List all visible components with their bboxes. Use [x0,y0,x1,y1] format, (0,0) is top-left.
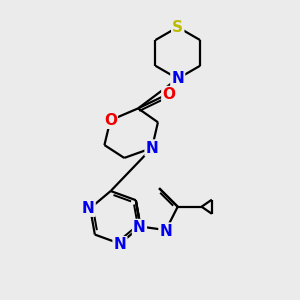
Text: O: O [162,87,175,102]
Text: N: N [146,140,158,155]
Text: N: N [160,224,172,238]
Text: N: N [82,201,94,216]
Text: N: N [171,71,184,86]
Text: N: N [114,237,126,252]
Text: N: N [133,220,146,235]
Text: S: S [172,20,183,34]
Text: O: O [104,113,117,128]
